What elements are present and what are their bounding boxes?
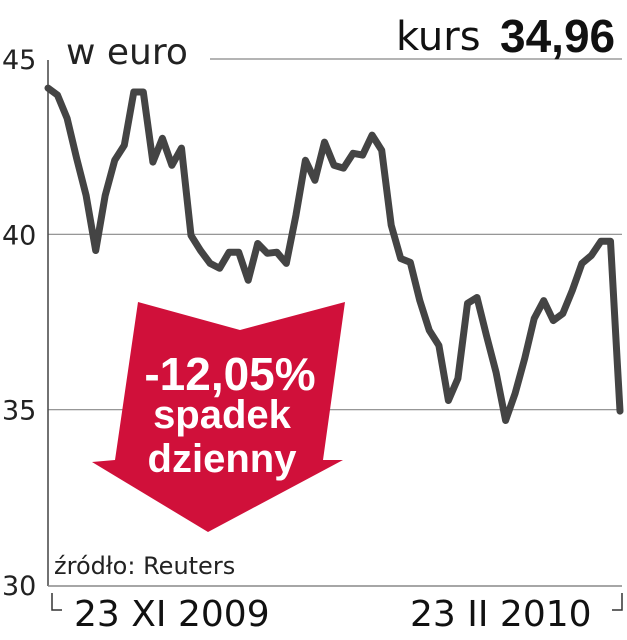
decline-arrow: -12,05% spadek dzienny [92,302,345,532]
annotation-line2: dzienny [148,437,298,481]
y-tick-label: 45 [2,45,36,76]
unit-label-bg [56,30,206,75]
kurs-value: 34,96 [500,10,615,62]
kurs-label: kurs [396,14,481,60]
y-tick-label: 40 [2,220,36,251]
y-tick-label: 30 [2,571,36,602]
x-tick-end: 23 II 2010 [410,594,592,635]
x-bracket-left [51,593,62,611]
y-unit-label: w euro [66,32,188,73]
price-line [44,84,624,424]
arrow-shape [92,302,345,532]
y-tick-label: 35 [2,396,36,427]
change-percent: -12,05% [144,348,315,400]
source-label: źródło: Reuters [54,552,235,580]
x-bracket-right [612,593,623,611]
annotation-line1: spadek [153,393,292,437]
x-tick-start: 23 XI 2009 [74,594,270,635]
